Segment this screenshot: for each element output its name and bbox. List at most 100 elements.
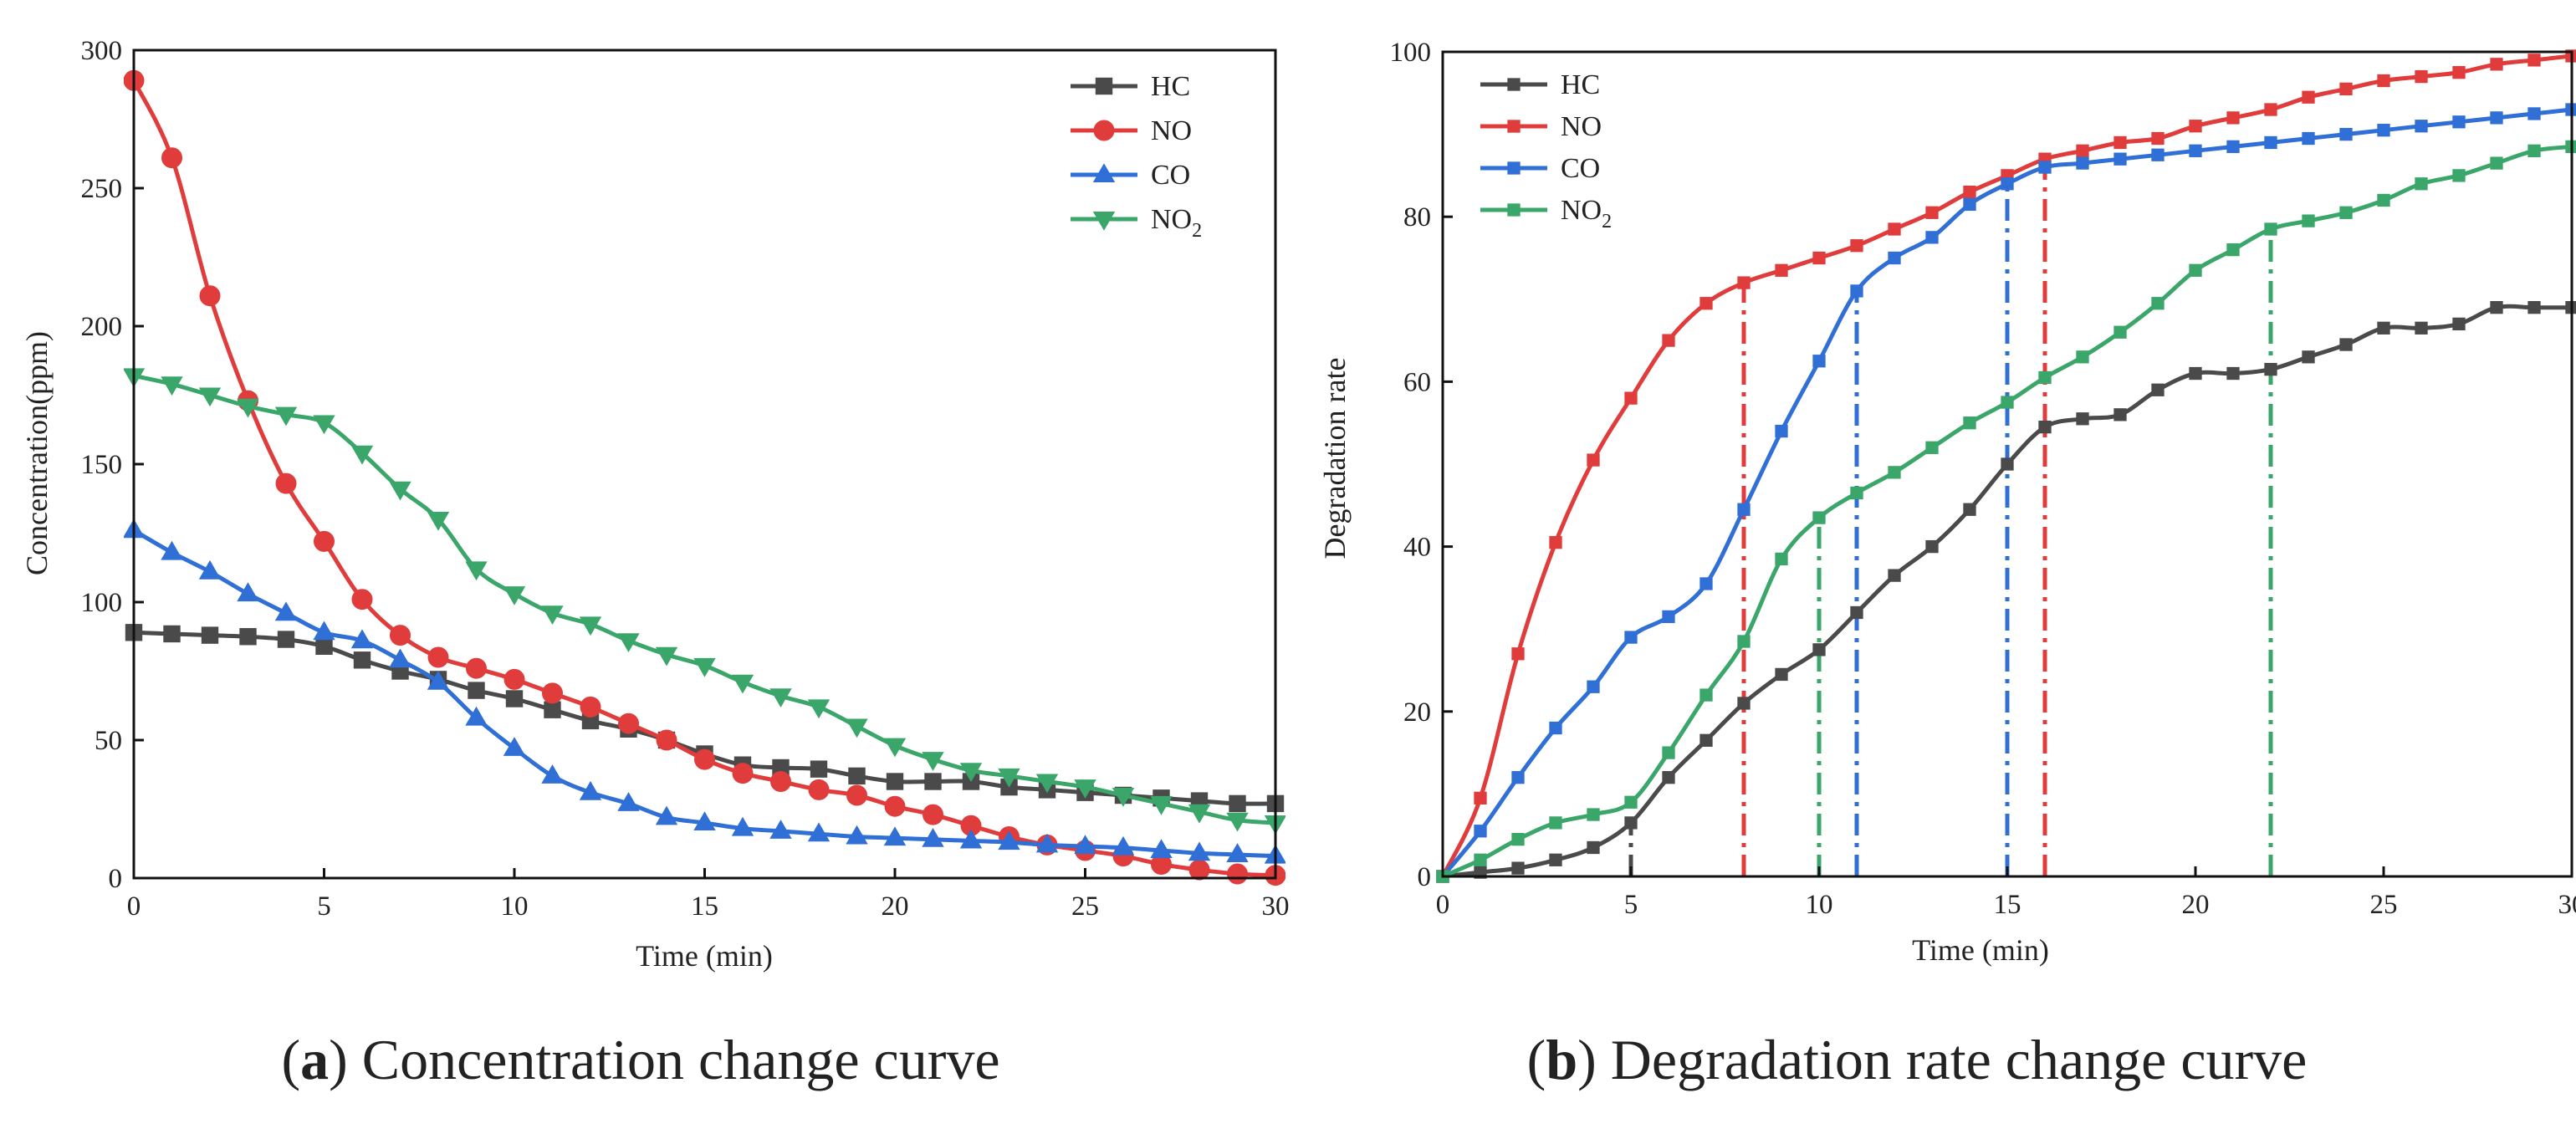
chart-b-data-point	[2490, 58, 2503, 71]
chart-b-data-point	[2490, 156, 2503, 170]
chart-a-y-tick-label: 200	[81, 312, 123, 342]
chart-b-data-point	[2452, 115, 2466, 129]
chart-b-data-point	[1925, 231, 1939, 244]
chart-a-data-point	[1188, 841, 1211, 861]
chart-a-legend-label: HC	[1151, 71, 1190, 102]
chart-b-caption: (b) Degradation rate change curve	[1527, 1028, 2308, 1091]
chart-b-data-point	[2076, 144, 2089, 157]
chart-a-data-point	[846, 825, 868, 845]
chart-a-data-point	[1188, 804, 1211, 824]
chart-a-legend-item: NO	[1071, 115, 1192, 146]
chart-a-data-point	[542, 682, 563, 704]
chart-a-data-point	[201, 626, 219, 644]
chart-b-data-point	[1888, 251, 1901, 265]
chart-a-data-point	[541, 764, 564, 784]
chart-b-data-point	[1624, 631, 1638, 644]
chart-b-data-point	[2302, 214, 2315, 227]
chart-a-y-tick-label: 150	[81, 450, 123, 480]
chart-b-data-point	[1662, 334, 1675, 347]
chart-b-x-tick-label: 15	[1994, 890, 2021, 920]
chart-b-series-3	[1436, 140, 2576, 883]
chart-b-data-point	[1699, 297, 1713, 310]
chart-b-legend-item: CO	[1480, 153, 1600, 184]
chart-a-data-point	[274, 406, 298, 427]
chart-a-data-point	[351, 589, 373, 610]
chart-b-data-point	[1812, 643, 1826, 656]
chart-b-x-tick-label: 25	[2370, 890, 2398, 920]
chart-b-data-point	[1850, 284, 1863, 298]
chart-a-legend-label: CO	[1151, 160, 1190, 191]
chart-a-y-tick-label: 50	[95, 726, 122, 756]
chart-a-series-2	[124, 518, 1285, 864]
chart-a-data-point	[617, 633, 640, 652]
chart-b-data-point	[2113, 152, 2127, 166]
chart-a-data-point	[313, 621, 335, 641]
chart-a-y-tick-label: 0	[109, 864, 123, 894]
chart-b-data-point	[2264, 103, 2277, 116]
chart-a-legend-marker	[1092, 212, 1116, 231]
chart-a-data-point	[770, 771, 791, 792]
chart-b-data-point	[2452, 169, 2466, 182]
chart-a-data-point	[503, 737, 526, 756]
chart-b-data-point	[2001, 396, 2014, 409]
chart-a-y-axis-title: Concentration(ppm)	[20, 331, 54, 575]
chart-a-x-tick-label: 10	[501, 891, 529, 922]
chart-b-data-point	[1624, 391, 1638, 405]
chart-b-data-point	[1587, 840, 1600, 855]
chart-a-data-point	[656, 729, 677, 751]
chart-b-data-point	[1511, 647, 1525, 661]
chart-b-data-point	[2302, 350, 2315, 364]
chart-b-y-tick-label: 80	[1403, 202, 1431, 232]
chart-a-data-point	[541, 605, 564, 625]
chart-a-data-point	[731, 674, 754, 694]
chart-b-data-point	[2151, 131, 2165, 146]
chart-b-data-point	[1850, 239, 1863, 253]
chart-a-data-point	[617, 792, 640, 811]
chart-b-data-point	[2076, 412, 2089, 426]
chart-b-data-point	[2189, 144, 2202, 157]
chart-a-data-point	[731, 816, 754, 836]
chart-a-data-point	[846, 784, 867, 806]
chart-a-legend-marker	[1093, 120, 1115, 141]
chart-a-data-point	[1150, 839, 1173, 858]
chart-a-data-point	[580, 696, 601, 718]
panel-concentration-chart: 0 5 10 15 20 25 30050100150200250300HCNOCONO2 …	[20, 36, 1290, 1091]
chart-b-data-point	[2452, 66, 2466, 79]
chart-b-data-point	[2339, 206, 2353, 219]
chart-b-x-axis-title: Time (min)	[1912, 933, 2049, 967]
chart-a-data-point	[693, 657, 716, 677]
chart-b-legend-marker	[1507, 120, 1521, 133]
chart-a-data-point	[618, 713, 639, 734]
chart-b-data-point	[1624, 816, 1638, 830]
chart-b-data-point	[2527, 107, 2541, 120]
chart-b-data-point	[2113, 408, 2127, 421]
chart-b-x-tick-label: 20	[2182, 890, 2210, 920]
chart-a-data-point	[808, 779, 830, 800]
chart-a-data-point	[1074, 779, 1096, 799]
chart-b-y-axis-title: Degradation rate	[1318, 358, 1352, 559]
chart-a-data-point	[693, 811, 716, 830]
chart-a-legend-marker	[1092, 163, 1116, 182]
chart-b-data-point	[2377, 193, 2390, 207]
chart-b-legend-label: NO	[1561, 111, 1602, 142]
chart-b-data-point	[2189, 366, 2202, 381]
chart-a-data-point	[505, 690, 524, 707]
chart-b-legend-marker	[1507, 203, 1521, 217]
chart-b-data-point	[1474, 791, 1487, 805]
chart-a-data-point	[922, 752, 944, 771]
chart-a-data-point	[1112, 788, 1135, 807]
chart-b-data-point	[2038, 370, 2052, 385]
chart-b-y-tick-label: 40	[1403, 533, 1431, 563]
chart-a-data-point	[427, 646, 449, 668]
chart-b-legend-label: NO2	[1561, 195, 1612, 232]
chart-b-x-tick-label: 5	[1624, 890, 1638, 920]
chart-b-data-point	[2452, 317, 2466, 331]
chart-b-data-point	[1474, 825, 1487, 838]
chart-a-data-point	[579, 616, 602, 636]
chart-b-x-tick-label: 10	[1806, 890, 1833, 920]
chart-a-legend-item: NO2	[1071, 204, 1202, 242]
chart-b-data-point	[1775, 424, 1788, 438]
chart-a-data-point	[810, 760, 828, 778]
chart-a-data-point	[390, 625, 411, 646]
